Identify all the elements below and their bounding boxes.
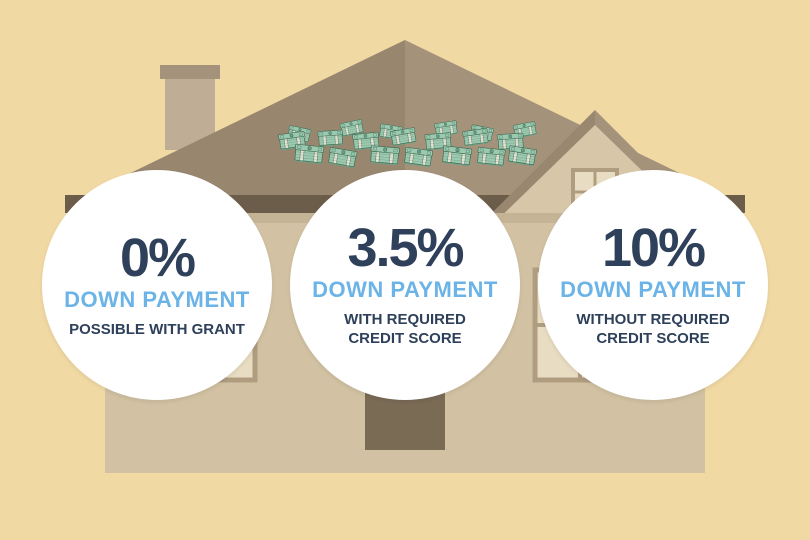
infographic-stage: 0% DOWN PAYMENT POSSIBLE WITH GRANT 3.5%… [0, 0, 810, 540]
circle-10pct: 10% DOWN PAYMENT WITHOUT REQUIRED CREDIT… [538, 170, 768, 400]
circles-row: 0% DOWN PAYMENT POSSIBLE WITH GRANT 3.5%… [0, 170, 810, 400]
pct-value: 10% [602, 221, 704, 275]
circle-3-5pct: 3.5% DOWN PAYMENT WITH REQUIRED CREDIT S… [290, 170, 520, 400]
pct-value: 3.5% [347, 221, 462, 275]
sub-label: WITH REQUIRED CREDIT SCORE [315, 311, 495, 349]
money-pile [0, 0, 810, 170]
sub-label: WITHOUT REQUIRED CREDIT SCORE [563, 311, 743, 349]
down-payment-label: DOWN PAYMENT [64, 289, 250, 311]
down-payment-label: DOWN PAYMENT [560, 279, 746, 301]
sub-label: POSSIBLE WITH GRANT [69, 321, 245, 340]
down-payment-label: DOWN PAYMENT [312, 279, 498, 301]
pct-value: 0% [120, 231, 194, 285]
circle-0pct: 0% DOWN PAYMENT POSSIBLE WITH GRANT [42, 170, 272, 400]
